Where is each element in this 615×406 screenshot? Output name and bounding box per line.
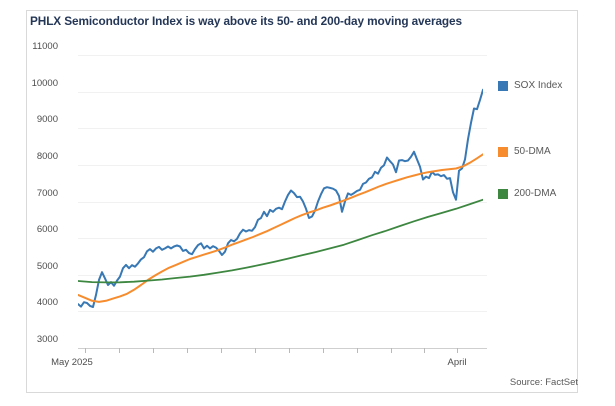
legend-swatch-icon <box>498 188 508 199</box>
x-axis-tick <box>391 348 392 353</box>
x-axis-tick <box>85 348 86 353</box>
legend-label: 50-DMA <box>514 146 551 157</box>
legend-label: 200-DMA <box>514 188 557 199</box>
chart-title: PHLX Semiconductor Index is way above it… <box>30 14 462 28</box>
200-dma-line <box>78 198 483 284</box>
y-axis-tick-label: 9000 <box>36 114 58 126</box>
gridline <box>78 55 487 56</box>
legend-item-200-dma: 200-DMA <box>498 188 556 199</box>
legend-swatch-icon <box>498 80 508 91</box>
y-axis-tick-label: 6000 <box>36 224 58 236</box>
x-axis-tick <box>119 348 120 353</box>
gridline <box>78 91 487 93</box>
x-axis-tick <box>289 348 290 353</box>
y-axis-tick-label: 11000 <box>32 41 58 52</box>
x-axis-label: May 2025 <box>51 357 93 368</box>
x-axis-tick <box>457 348 458 353</box>
gridline <box>78 238 487 240</box>
x-axis-tick <box>424 348 425 353</box>
legend-label: SOX Index <box>514 80 563 91</box>
legend-item-50-dma: 50-DMA <box>498 146 551 157</box>
x-axis-tick <box>187 348 188 353</box>
y-axis-tick-label: 3000 <box>36 334 58 345</box>
gridline <box>78 128 487 130</box>
legend-swatch-icon <box>498 146 508 157</box>
gridline <box>78 311 487 313</box>
plot-area <box>78 88 483 308</box>
x-axis-label: April <box>447 357 467 368</box>
gridline <box>78 164 487 166</box>
gridline <box>78 274 487 276</box>
x-axis-tick <box>357 348 358 353</box>
y-axis-tick-label: 4000 <box>36 297 58 309</box>
sox-index-line <box>78 88 483 308</box>
x-axis-tick <box>221 348 222 353</box>
x-axis-tick <box>153 348 154 353</box>
x-axis-tick <box>255 348 256 353</box>
gridline <box>78 201 487 203</box>
legend: SOX Index 50-DMA 200-DMA <box>498 0 608 300</box>
y-axis-tick-label: 8000 <box>36 150 58 162</box>
x-axis-tick <box>323 348 324 353</box>
source-label: Source: FactSet <box>509 377 578 388</box>
x-axis-line <box>78 348 487 349</box>
y-axis-tick-label: 7000 <box>36 187 58 199</box>
y-axis-tick-label: 10000 <box>31 77 58 89</box>
y-axis-tick-label: 5000 <box>36 260 58 272</box>
legend-item-sox-index: SOX Index <box>498 80 562 91</box>
